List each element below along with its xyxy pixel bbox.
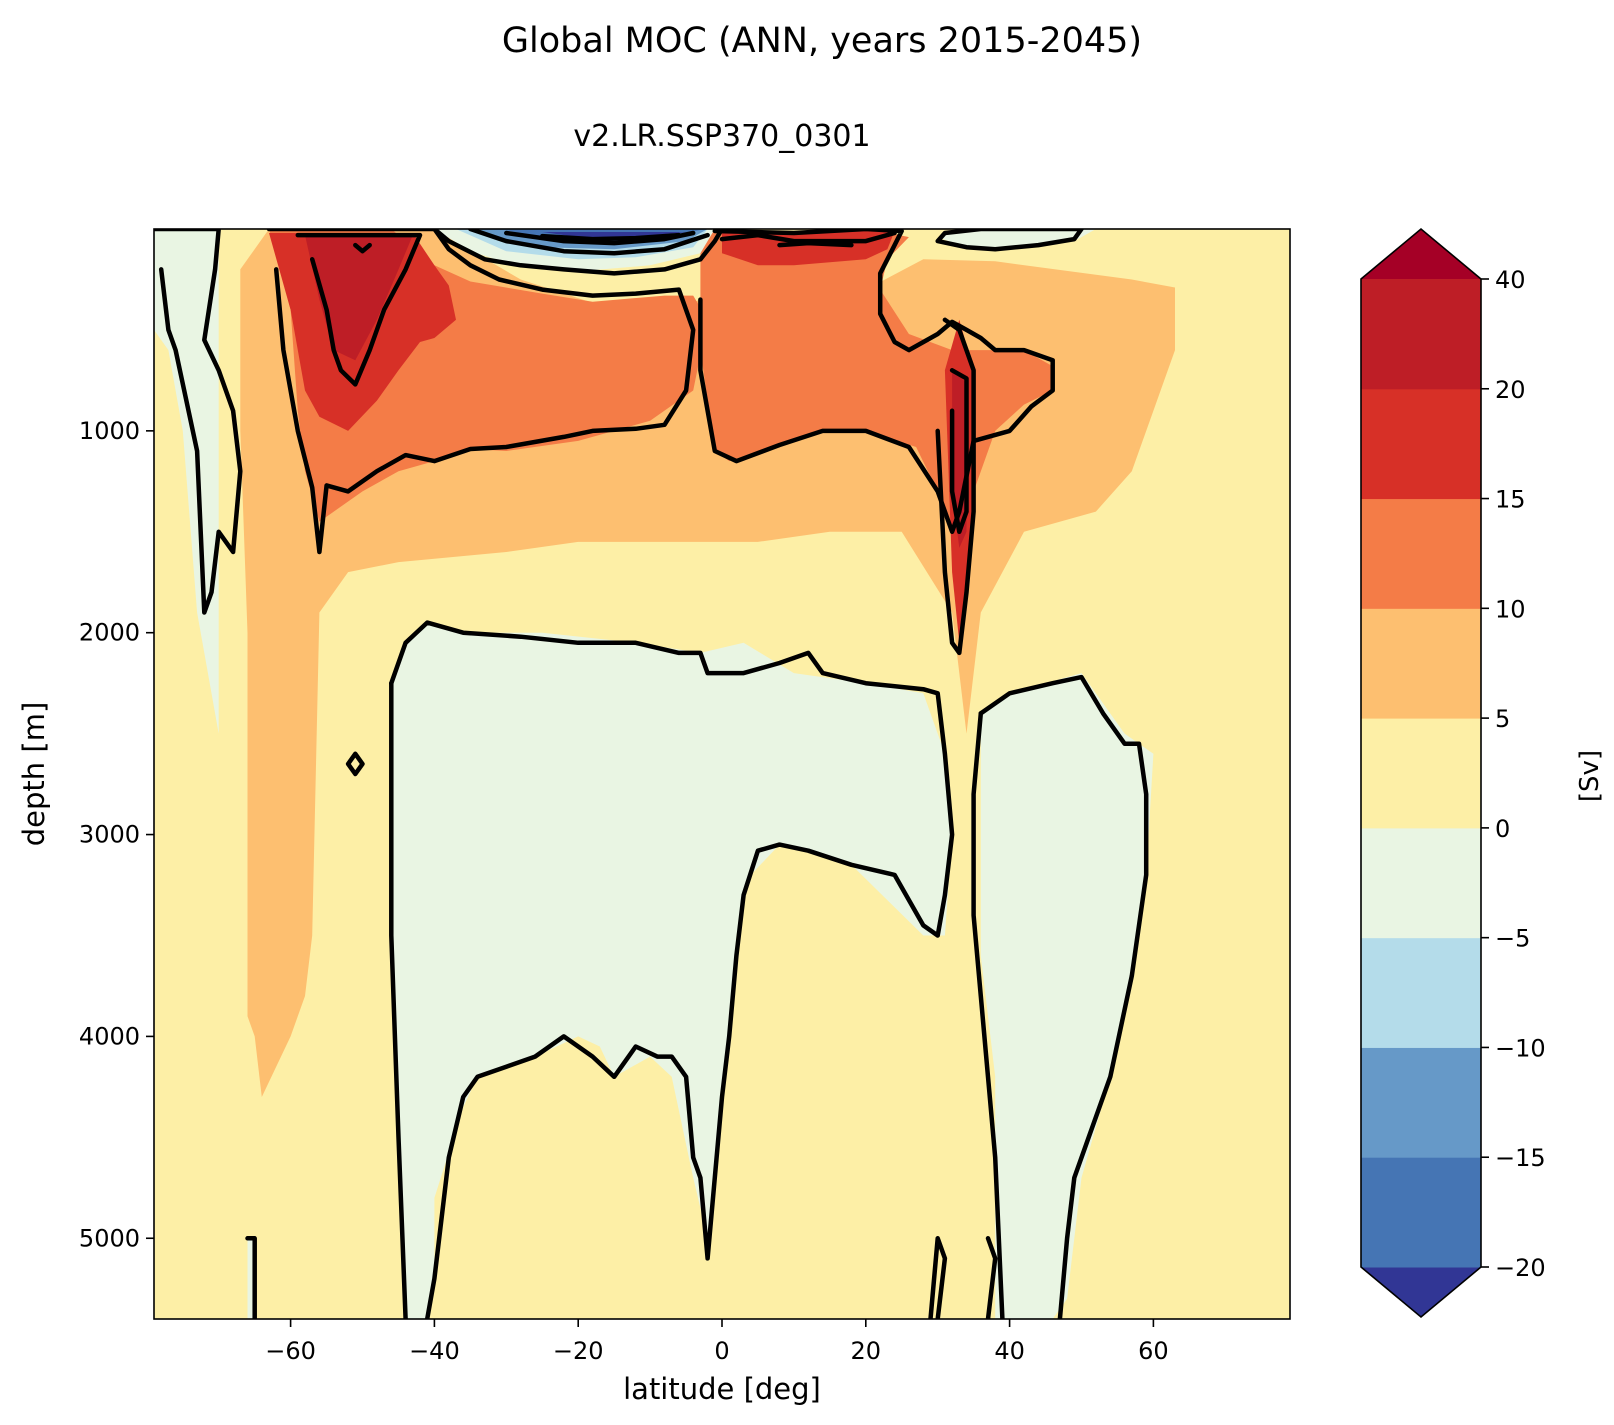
colorbar-under-triangle <box>1361 1267 1481 1317</box>
colorbar-tick-label: 5 <box>1495 705 1510 733</box>
x-axis-label: latitude [deg] <box>623 1372 821 1406</box>
colorbar-bin <box>1361 279 1481 390</box>
contour-10-north <box>698 229 1055 535</box>
colorbar-bin <box>1361 498 1481 609</box>
y-tick-label: 3000 <box>79 821 140 849</box>
colorbar-tick-label: −5 <box>1495 925 1530 953</box>
x-tick-label: −40 <box>409 1337 460 1365</box>
colorbar-tick-label: 15 <box>1495 486 1526 514</box>
contour-10-deep-outer <box>935 317 976 656</box>
contour-20-south <box>295 232 423 387</box>
x-axis: −60 −40 −20 0 20 40 60 <box>265 1319 1169 1365</box>
colorbar-tick-label: 10 <box>1495 595 1526 623</box>
contour-0-deep-north-2 <box>985 1236 998 1319</box>
colorbar-bin <box>1361 937 1481 1048</box>
chart-title: Global MOC (ANN, years 2015-2045) <box>502 21 1142 61</box>
fill-band-neg-abyss-north <box>980 673 1154 1319</box>
colorbar-bin <box>1361 827 1481 939</box>
x-tick-label: 40 <box>994 1337 1025 1365</box>
y-tick-label: 2000 <box>79 619 140 647</box>
colorbar-tick-label: −15 <box>1495 1144 1546 1172</box>
y-axis: 1000 2000 3000 4000 5000 <box>79 417 154 1252</box>
contour-20-deep <box>949 368 969 535</box>
contour-0-abyss <box>389 620 955 1319</box>
contour-0-deep-north-1 <box>928 1236 948 1319</box>
colorbar-label: [Sv] <box>1575 750 1605 802</box>
contour-0-small-west <box>345 751 365 777</box>
colorbar-bin <box>1361 718 1481 829</box>
y-tick-label: 1000 <box>79 417 140 445</box>
colorbar-over-triangle <box>1361 229 1481 279</box>
contour-0-south-west <box>154 229 243 615</box>
colorbar-bin <box>1361 1157 1481 1268</box>
colorbar-tick-label: 40 <box>1495 266 1526 294</box>
y-tick-label: 5000 <box>79 1224 140 1252</box>
x-tick-label: −60 <box>265 1337 316 1365</box>
colorbar-bin <box>1361 1047 1481 1158</box>
contour-lines <box>154 229 1149 1319</box>
fill-band-below-neg20 <box>542 232 687 238</box>
contour-neg-surface-2 <box>468 229 710 256</box>
fill-band-neg-abyss <box>391 622 953 1319</box>
colorbar-tick-label: −20 <box>1495 1254 1546 1282</box>
x-tick-label: 0 <box>714 1337 729 1365</box>
colorbar-tick-label: 20 <box>1495 376 1526 404</box>
contour-10-south <box>266 229 696 555</box>
colorbar-bin <box>1361 388 1481 500</box>
chart-subtitle: v2.LR.SSP370_0301 <box>573 119 870 154</box>
contour-20-north-inner <box>777 240 854 248</box>
x-tick-label: 60 <box>1138 1337 1169 1365</box>
colorbar-bin <box>1361 608 1481 719</box>
y-axis-label: depth [m] <box>17 702 51 847</box>
x-tick-label: 20 <box>851 1337 882 1365</box>
colorbar-tick-label: 0 <box>1495 815 1510 843</box>
contour-0-sliver-south <box>245 1236 257 1319</box>
contour-20-south-inner <box>353 242 372 254</box>
contour-20-north-surface <box>719 230 897 244</box>
y-tick-label: 4000 <box>79 1022 140 1050</box>
contour-0-abyss-north-west <box>971 711 1005 1319</box>
colorbar-tick-label: −10 <box>1495 1034 1546 1062</box>
x-tick-label: −20 <box>553 1337 604 1365</box>
colorbar: −20 −15 −10 −5 0 5 10 15 20 40 <box>1360 227 1546 1319</box>
contour-0-abyss-west <box>389 680 408 1319</box>
contour-neg-surface-4 <box>540 232 682 242</box>
fill-band-neg-north <box>937 229 1096 250</box>
contour-0-abyss-north <box>978 674 1149 1319</box>
contour-0-north-surface <box>935 229 1084 252</box>
contour-neg-surface <box>432 229 725 276</box>
contour-fills <box>154 229 1290 1319</box>
